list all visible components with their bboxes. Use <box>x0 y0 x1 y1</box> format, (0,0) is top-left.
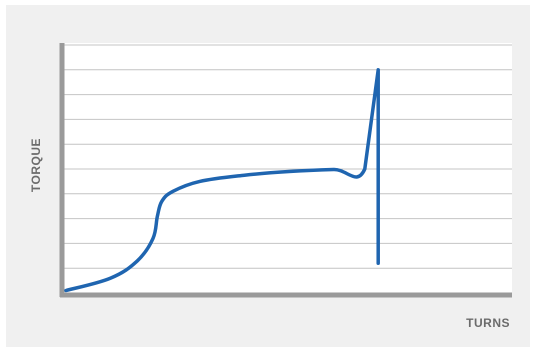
x-axis-label: TURNS <box>466 316 510 330</box>
torque-turns-chart: TORQUE TURNS <box>29 43 512 330</box>
torque-curve <box>64 68 380 293</box>
y-axis-label: TORQUE <box>29 138 43 192</box>
chart-panel: TORQUE TURNS <box>6 5 530 347</box>
grid-lines <box>64 44 512 269</box>
plot-area <box>64 43 512 293</box>
